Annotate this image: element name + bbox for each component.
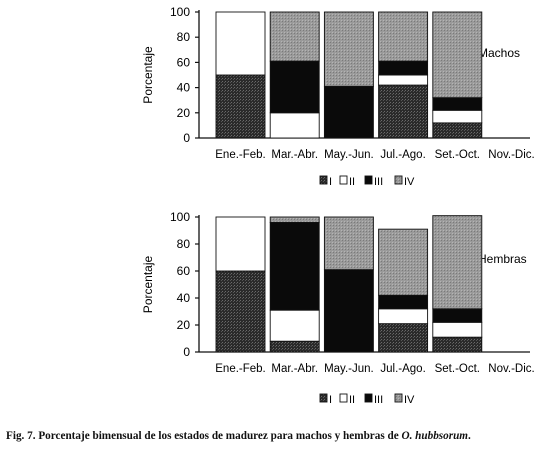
panel-label: Hembras <box>478 252 527 266</box>
bar-segment <box>269 112 320 139</box>
x-tick-label: Mar.-Abr. <box>271 149 318 161</box>
x-tick-label: Set.-Oct. <box>435 363 480 375</box>
x-tick-label: Ene.-Feb. <box>215 149 266 161</box>
figure-caption: Fig. 7. Porcentaje bimensual de los esta… <box>6 430 540 442</box>
y-tick-label: 60 <box>177 55 191 69</box>
x-tick-label: Nov.-Dic. <box>488 149 534 161</box>
y-axis-title: Porcentaje <box>141 46 155 104</box>
legend-label: II <box>349 394 355 406</box>
legend-label: IV <box>404 394 415 406</box>
legend-swatch <box>364 175 373 185</box>
bar-segment <box>269 11 320 62</box>
y-axis-title: Porcentaje <box>141 255 155 313</box>
bar-segment <box>215 270 266 353</box>
bar-segment <box>378 11 429 62</box>
bar-segment <box>215 74 266 139</box>
legend-swatch <box>364 393 373 403</box>
bar-segment <box>323 11 374 87</box>
caption-species: O. hubbsorum <box>401 430 469 442</box>
bar-segment <box>323 85 374 139</box>
legend: I II III IV <box>319 175 415 188</box>
bar-segment <box>378 228 429 296</box>
legend: I II III IV <box>319 393 415 406</box>
bar-segment <box>432 122 483 139</box>
bar-segment <box>378 308 429 325</box>
bar-segment <box>432 97 483 111</box>
x-tick-label: Mar.-Abr. <box>271 363 318 375</box>
legend-label: III <box>374 176 383 188</box>
bar-segment <box>378 294 429 310</box>
bar-segment <box>215 216 266 272</box>
bar-segment <box>269 309 320 342</box>
x-tick-label: Jul.-Ago. <box>380 149 425 161</box>
bar-segment <box>432 336 483 353</box>
bar-segment <box>323 216 374 271</box>
legend-swatch <box>339 175 348 185</box>
bar-segment <box>432 109 483 124</box>
y-tick-label: 100 <box>170 210 190 224</box>
bar-segment <box>378 323 429 353</box>
legend-swatch <box>394 175 403 185</box>
legend-label: III <box>374 394 383 406</box>
y-tick-label: 20 <box>177 106 191 120</box>
bar-segment <box>432 321 483 338</box>
bar-segment <box>432 215 483 310</box>
y-tick-label: 100 <box>170 5 190 19</box>
x-tick-label: May.-Jun. <box>324 149 374 161</box>
legend-swatch <box>319 393 328 403</box>
x-tick-label: Set.-Oct. <box>435 149 480 161</box>
bar-segment <box>269 221 320 311</box>
y-tick-label: 40 <box>177 81 191 95</box>
y-tick-label: 0 <box>183 131 190 145</box>
legend-swatch <box>339 393 348 403</box>
bar-segment <box>432 11 483 99</box>
panel-label: Machos <box>478 46 520 60</box>
bar-segment <box>323 269 374 353</box>
y-tick-label: 0 <box>183 345 190 359</box>
legend-swatch <box>319 175 328 185</box>
caption-suffix: . <box>468 430 471 442</box>
bar-segment <box>269 340 320 353</box>
chart-machos: 0 20 40 60 80 100 Porcentaje Machos Ene.-Feb. Mar… <box>141 5 535 188</box>
bar-segment <box>378 60 429 76</box>
legend-label: II <box>349 176 355 188</box>
x-tick-label: May.-Jun. <box>324 363 374 375</box>
legend-label: I <box>329 394 332 406</box>
bar-segment <box>269 216 320 223</box>
y-tick-label: 40 <box>177 291 191 305</box>
y-tick-label: 80 <box>177 237 191 251</box>
bar-segment <box>269 60 320 114</box>
bar-segment <box>215 11 266 76</box>
y-tick-label: 20 <box>177 318 191 332</box>
y-tick-label: 60 <box>177 264 191 278</box>
legend-label: IV <box>404 176 415 188</box>
x-tick-label: Ene.-Feb. <box>215 363 266 375</box>
chart-hembras: 0 20 40 60 80 100 Porcentaje Hembras Ene.-Feb. Ma… <box>141 210 535 406</box>
x-tick-label: Nov.-Dic. <box>488 363 534 375</box>
bar-segment <box>378 74 429 86</box>
bar-segment <box>378 84 429 139</box>
legend-label: I <box>329 176 332 188</box>
caption-prefix: Fig. 7. Porcentaje bimensual de los esta… <box>6 430 402 442</box>
x-tick-label: Jul.-Ago. <box>380 363 425 375</box>
bar-segment <box>432 308 483 323</box>
y-tick-label: 80 <box>177 30 191 44</box>
legend-swatch <box>394 393 403 403</box>
figure: 0 20 40 60 80 100 Porcentaje Machos Ene.-Feb. Mar… <box>141 5 535 406</box>
